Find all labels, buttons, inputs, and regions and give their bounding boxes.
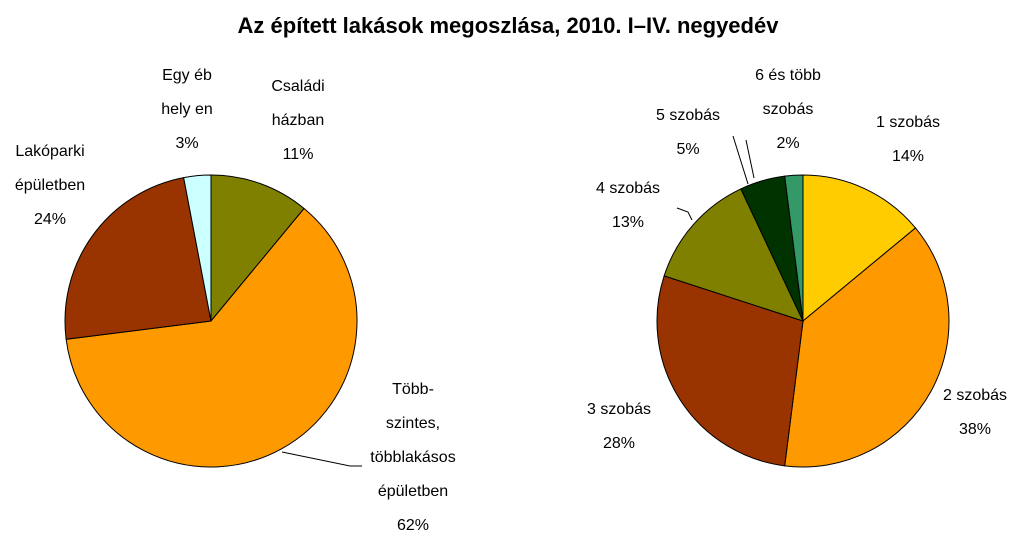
slice-label: Családi	[271, 78, 324, 95]
slice-label: 2 szobás	[943, 387, 1007, 404]
value-label: 28%	[603, 435, 635, 452]
pie-slice	[663, 188, 804, 322]
value-label: 11%	[283, 146, 314, 163]
slice-label: 3 szobás	[587, 401, 651, 418]
slice-label: házban	[272, 112, 325, 129]
slice-label: többlakásos	[370, 449, 455, 466]
slice-label: épületben	[15, 177, 85, 194]
pie-slice	[784, 227, 950, 468]
slice-label: Egy éb	[162, 67, 212, 84]
slice-label: szintes,	[386, 415, 440, 432]
value-label: 2%	[776, 135, 799, 152]
slice-label: hely en	[161, 101, 213, 118]
value-label: 38%	[959, 421, 991, 438]
leader-lines	[281, 135, 755, 467]
slice-label: Lakóparki	[15, 143, 84, 160]
pie-slice	[64, 177, 212, 340]
slice-label: 1 szobás	[876, 114, 940, 131]
value-label: 3%	[175, 135, 198, 152]
pie-slice	[656, 275, 804, 467]
slice-label: 4 szobás	[596, 180, 660, 197]
value-label: 5%	[676, 141, 699, 158]
value-label: 14%	[892, 148, 924, 165]
slice-label: Több-	[392, 381, 434, 398]
pie-slice	[183, 174, 212, 322]
value-label: 24%	[34, 211, 66, 228]
pie-slice	[65, 207, 358, 468]
pie-slice	[210, 174, 305, 323]
pie-slice	[784, 174, 804, 322]
value-label: 13%	[612, 214, 644, 231]
slice-label: 6 és több	[755, 67, 821, 84]
chart-title: Az épített lakások megoszlása, 2010. I–I…	[238, 13, 780, 38]
value-label: 62%	[397, 517, 429, 534]
slice-label: szobás	[763, 101, 814, 118]
pie-slice	[802, 174, 917, 323]
slice-label: 5 szobás	[656, 107, 720, 124]
slice-label: épületben	[378, 483, 448, 500]
